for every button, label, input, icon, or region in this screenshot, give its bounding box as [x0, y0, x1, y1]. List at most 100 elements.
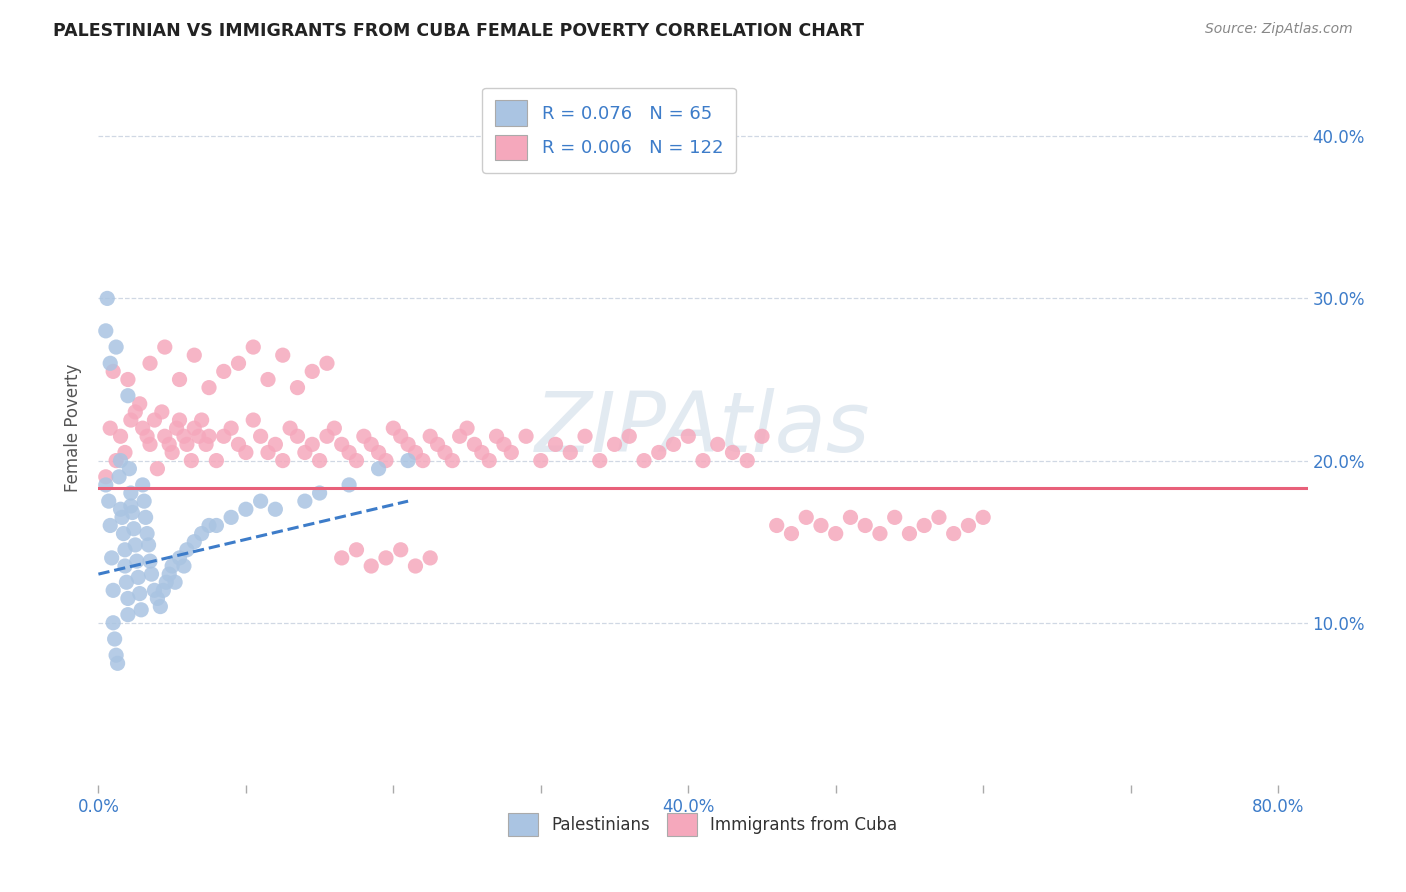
Point — [114, 559, 136, 574]
Point — [157, 437, 180, 451]
Point — [110, 502, 132, 516]
Point — [141, 567, 163, 582]
Point — [152, 583, 174, 598]
Point — [198, 381, 221, 395]
Point — [824, 526, 846, 541]
Point — [219, 510, 242, 524]
Point — [176, 437, 198, 451]
Point — [589, 453, 612, 467]
Point — [187, 429, 209, 443]
Point — [257, 445, 280, 459]
Point — [134, 494, 156, 508]
Point — [104, 632, 127, 646]
Point — [492, 437, 515, 451]
Point — [544, 437, 567, 451]
Point — [323, 421, 346, 435]
Point — [146, 461, 169, 475]
Y-axis label: Female Poverty: Female Poverty — [65, 364, 83, 492]
Point — [515, 429, 537, 443]
Point — [235, 502, 257, 516]
Point — [316, 429, 339, 443]
Point — [107, 657, 129, 671]
Point — [117, 372, 139, 386]
Point — [205, 518, 228, 533]
Point — [353, 429, 375, 443]
Point — [389, 542, 412, 557]
Point — [97, 494, 120, 508]
Point — [367, 445, 389, 459]
Point — [118, 461, 141, 475]
Point — [692, 453, 714, 467]
Point — [242, 413, 264, 427]
Point — [212, 429, 235, 443]
Point — [166, 421, 188, 435]
Point — [176, 542, 198, 557]
Point — [574, 429, 596, 443]
Point — [100, 550, 122, 565]
Point — [780, 526, 803, 541]
Point — [205, 453, 228, 467]
Point — [98, 518, 121, 533]
Point — [404, 559, 426, 574]
Point — [190, 413, 212, 427]
Point — [183, 348, 205, 362]
Point — [928, 510, 950, 524]
Point — [471, 445, 494, 459]
Point — [143, 413, 166, 427]
Point — [180, 453, 202, 467]
Point — [271, 348, 294, 362]
Legend: Palestinians, Immigrants from Cuba: Palestinians, Immigrants from Cuba — [496, 801, 910, 848]
Point — [146, 591, 169, 606]
Point — [396, 453, 419, 467]
Point — [308, 486, 330, 500]
Point — [264, 502, 287, 516]
Point — [94, 478, 117, 492]
Point — [330, 437, 353, 451]
Text: PALESTINIAN VS IMMIGRANTS FROM CUBA FEMALE POVERTY CORRELATION CHART: PALESTINIAN VS IMMIGRANTS FROM CUBA FEMA… — [53, 22, 865, 40]
Point — [735, 453, 758, 467]
Point — [117, 607, 139, 622]
Point — [155, 575, 177, 590]
Point — [228, 437, 250, 451]
Point — [810, 518, 832, 533]
Point — [108, 470, 131, 484]
Point — [449, 429, 471, 443]
Point — [120, 413, 142, 427]
Point — [264, 437, 287, 451]
Point — [478, 453, 501, 467]
Point — [124, 538, 146, 552]
Point — [101, 364, 124, 378]
Point — [648, 445, 671, 459]
Point — [138, 538, 160, 552]
Point — [294, 494, 316, 508]
Point — [136, 526, 159, 541]
Point — [94, 324, 117, 338]
Point — [149, 599, 172, 614]
Point — [633, 453, 655, 467]
Point — [96, 292, 118, 306]
Point — [839, 510, 862, 524]
Point — [463, 437, 485, 451]
Point — [195, 437, 218, 451]
Point — [404, 445, 426, 459]
Point — [169, 550, 191, 565]
Point — [165, 575, 187, 590]
Point — [396, 437, 419, 451]
Point — [121, 506, 143, 520]
Point — [94, 470, 117, 484]
Point — [301, 437, 323, 451]
Point — [169, 413, 191, 427]
Point — [972, 510, 994, 524]
Point — [389, 429, 412, 443]
Point — [375, 550, 398, 565]
Point — [662, 437, 685, 451]
Point — [249, 429, 271, 443]
Point — [337, 478, 360, 492]
Point — [131, 421, 153, 435]
Point — [183, 421, 205, 435]
Point — [105, 453, 128, 467]
Point — [105, 648, 128, 663]
Point — [127, 570, 149, 584]
Point — [957, 518, 980, 533]
Point — [101, 583, 124, 598]
